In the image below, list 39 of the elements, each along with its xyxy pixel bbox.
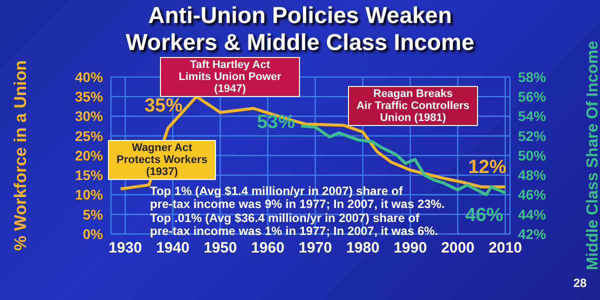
x-tick-label: 1990 <box>394 240 427 257</box>
data-label: 35% <box>144 96 183 117</box>
annotation: Top .01% (Avg $36.4 million/yr in 2007) share of pre-tax income was 1% in 1977; In 2007, it was 6%. <box>150 211 438 238</box>
x-tick-label: 1950 <box>204 240 237 257</box>
y-tick-label: 35% <box>74 88 104 105</box>
y-tick-label: 15% <box>74 167 104 184</box>
x-tick-label: 1980 <box>346 240 380 257</box>
y2-tick-label: 54% <box>518 108 547 124</box>
data-label: 12% <box>468 156 506 178</box>
callout-box: Reagan Breaks Air Traffic Controllers Union (1981) <box>348 86 478 126</box>
annotation: Top 1% (Avg $1.4 million/yr in 2007) share of pre-tax income was 9% in 1977; In 2007, it was 23%. <box>150 184 445 211</box>
y2-tick-label: 48% <box>518 167 547 184</box>
chart-title: Anti-Union Policies Weaken Workers & Middle Class Income <box>126 2 474 55</box>
callout-box: Wagner Act Protects Workers (1937) <box>108 140 216 180</box>
x-tick-label: 2000 <box>441 240 474 257</box>
y-tick-label: 20% <box>74 147 104 164</box>
y2-tick-label: 56% <box>518 88 547 105</box>
y2-tick-label: 58% <box>518 68 547 85</box>
y-tick-label: 0% <box>82 226 104 242</box>
y2-tick-label: 52% <box>518 128 547 144</box>
y-tick-label: 30% <box>74 108 104 124</box>
y-tick-label: 40% <box>74 68 104 85</box>
y2-tick-label: 42% <box>518 226 547 242</box>
y-tick-label: 25% <box>74 128 104 144</box>
x-tick-label: 1940 <box>156 240 190 257</box>
data-label: 53% <box>256 112 296 134</box>
y2-tick-label: 44% <box>518 206 547 222</box>
y-axis-title: % Workforce in a Union <box>11 60 30 251</box>
y-tick-label: 10% <box>74 186 104 203</box>
y-tick-label: 5% <box>82 206 104 222</box>
x-tick-label: 1960 <box>251 240 284 257</box>
text: 28 <box>572 276 588 291</box>
x-tick-label: 1970 <box>298 240 332 257</box>
x-tick-label: 2010 <box>488 240 522 257</box>
y2-tick-label: 50% <box>518 147 547 164</box>
callout-box: Taft Hartley Act Limits Union Power (1947) <box>160 57 300 97</box>
x-tick-label: 1930 <box>108 240 142 257</box>
y2-tick-label: 46% <box>518 186 547 203</box>
y2-axis-title: Middle Class Share Of Income <box>584 40 600 270</box>
